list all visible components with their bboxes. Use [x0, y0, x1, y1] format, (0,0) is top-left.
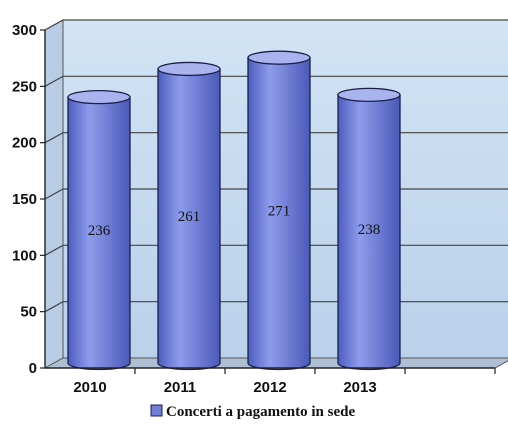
bar-top [67, 89, 131, 105]
y-tick-label: 200 [12, 135, 37, 152]
y-tick-label: 100 [12, 247, 37, 264]
y-tick-label: 300 [12, 22, 37, 39]
y-tick-label: 150 [12, 191, 37, 208]
x-tick-label: 2010 [73, 379, 106, 396]
data-label: 261 [178, 209, 201, 225]
y-tick-label: 250 [12, 78, 37, 95]
bar-top [247, 50, 311, 65]
bar [247, 57, 311, 371]
legend-label: Concerti a pagamento in sede [166, 404, 355, 420]
bar-top [337, 87, 401, 103]
x-tick-label: 2013 [343, 379, 376, 396]
legend-swatch [150, 404, 163, 417]
data-label: 238 [358, 222, 381, 238]
y-tick-label: 0 [29, 360, 37, 377]
bar [337, 94, 401, 371]
bar [67, 96, 131, 371]
bar [157, 68, 221, 371]
legend: Concerti a pagamento in sede [150, 404, 355, 420]
gridline [44, 75, 508, 87]
x-tick-label: 2012 [253, 379, 286, 396]
data-label: 271 [268, 203, 291, 219]
x-tick-label: 2011 [164, 379, 197, 396]
bar-top [157, 61, 221, 77]
y-tick-label: 50 [20, 304, 37, 321]
data-label: 236 [88, 223, 111, 239]
gridline [44, 19, 508, 31]
